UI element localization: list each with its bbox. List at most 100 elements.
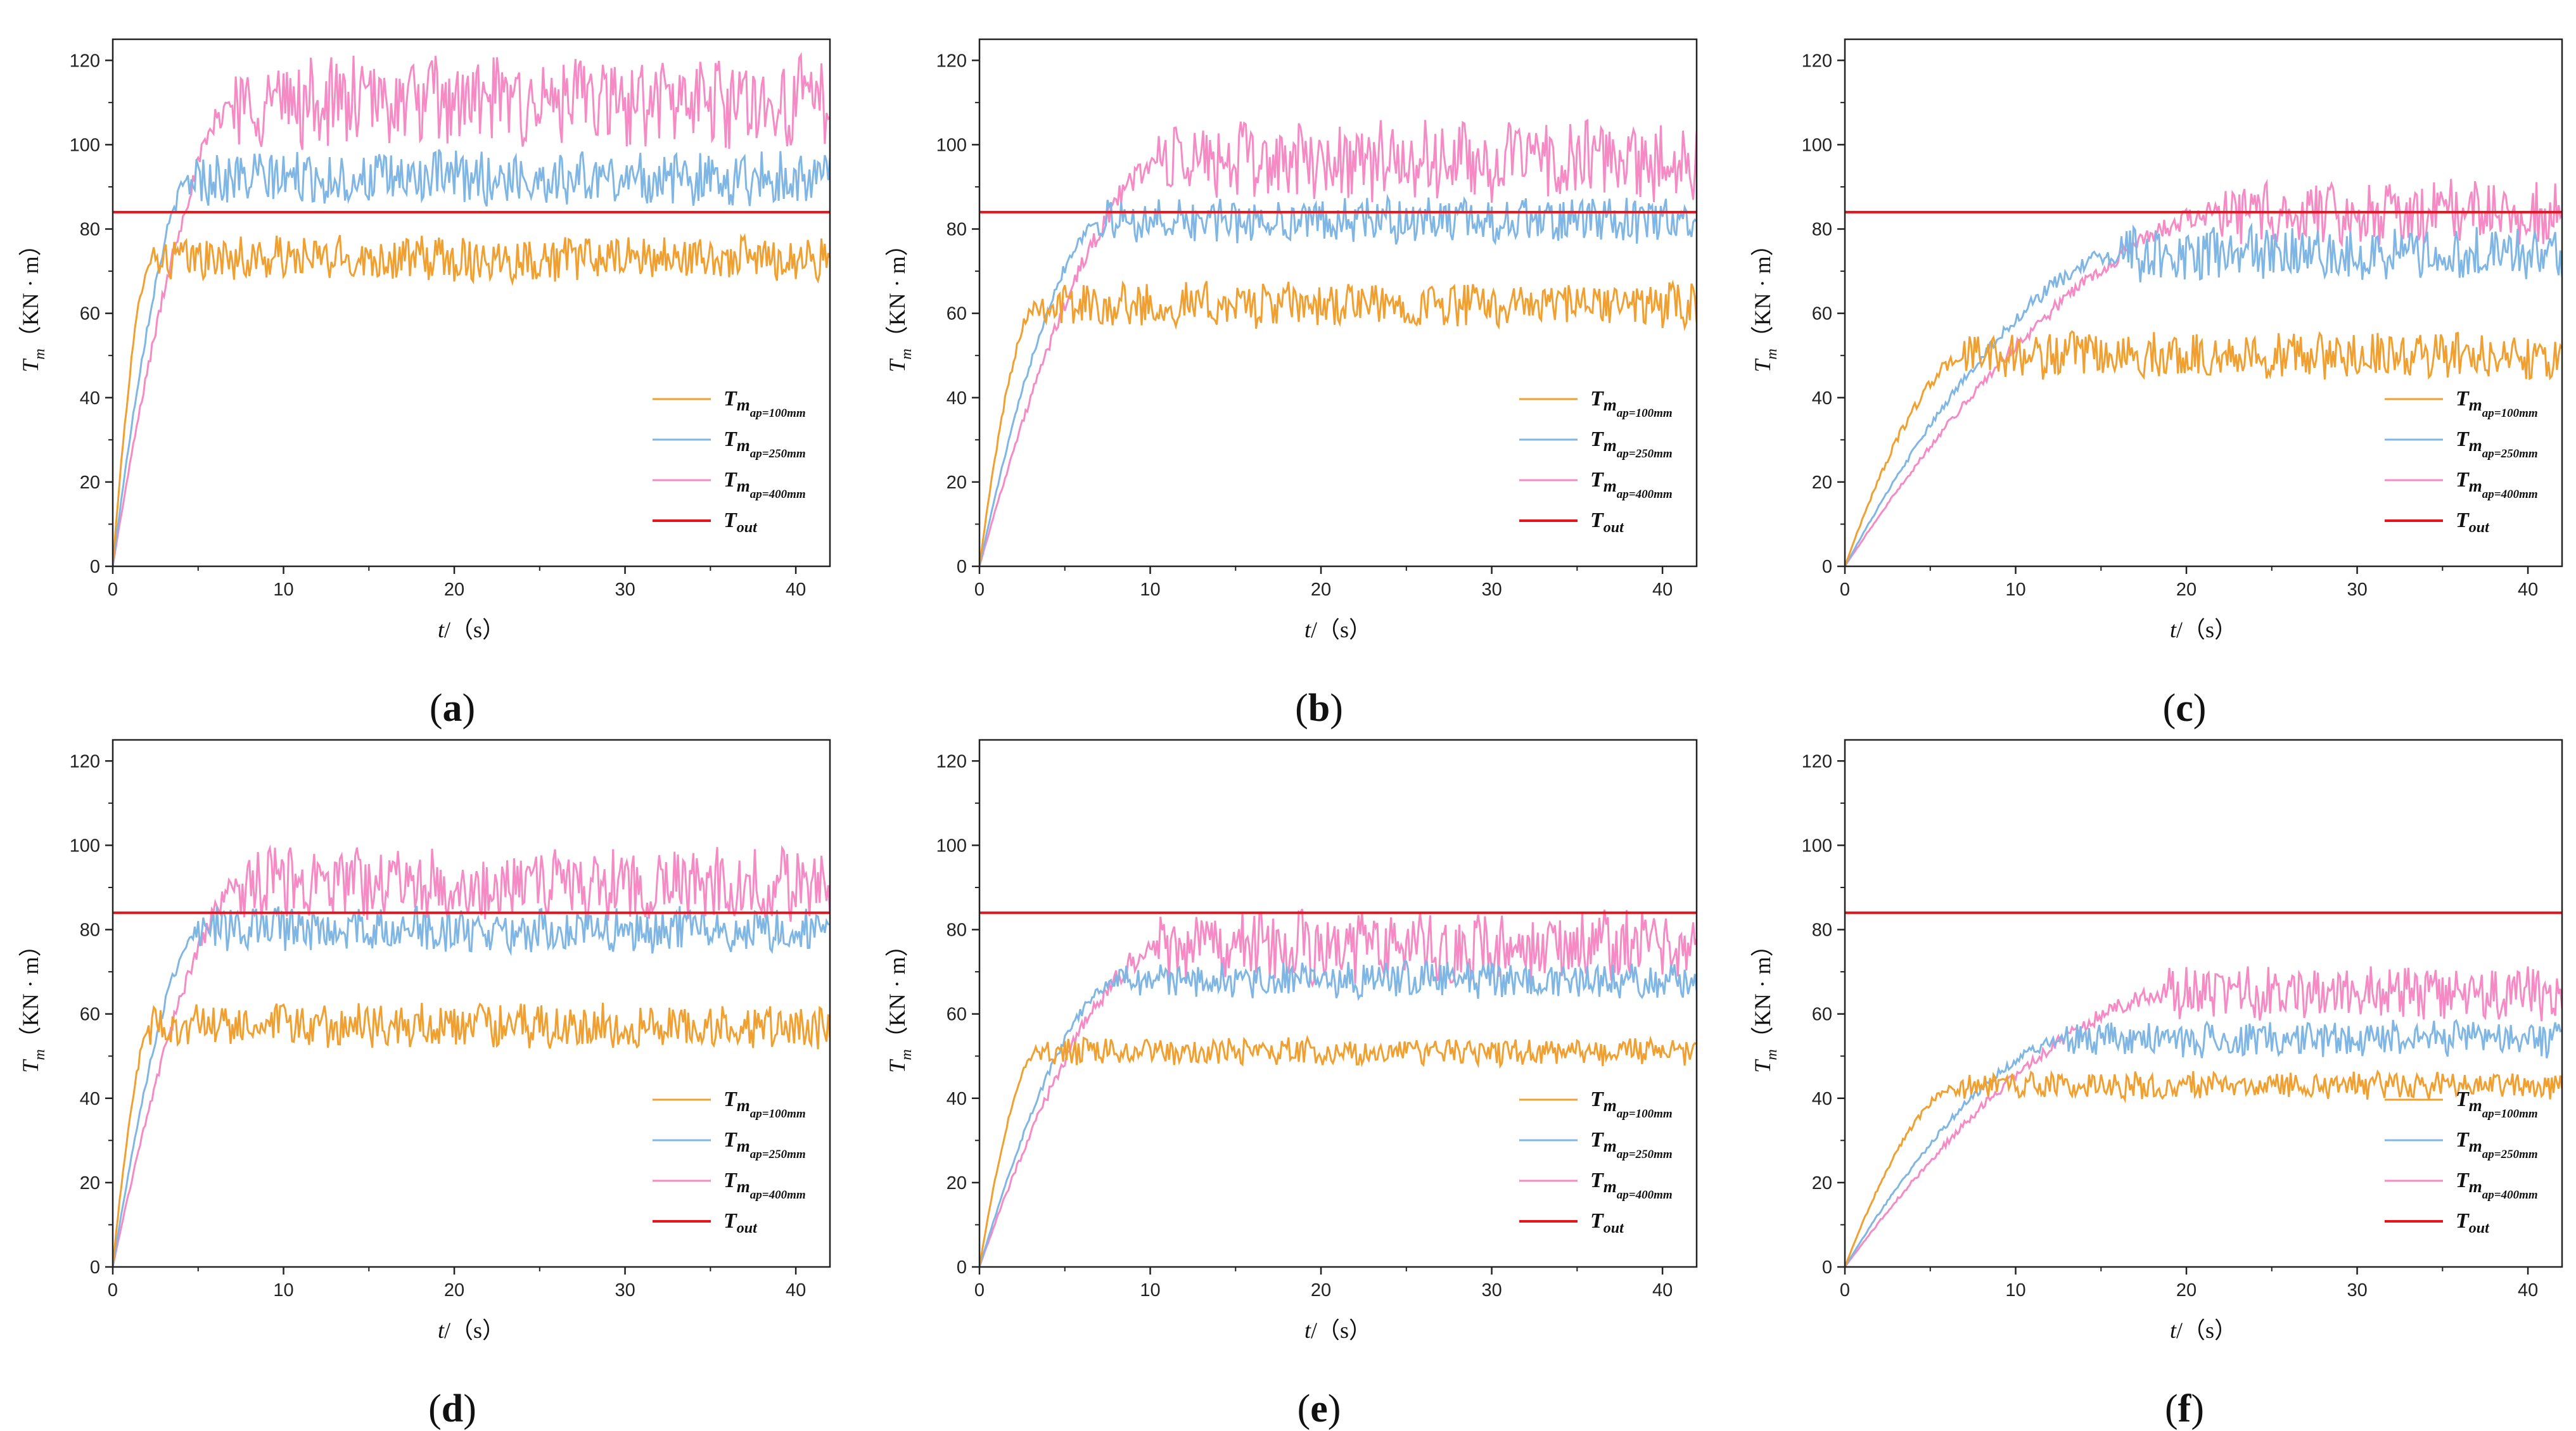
legend-label: Tmap=250mm — [2456, 1128, 2538, 1161]
legend-label: Tout — [1590, 509, 1624, 536]
legend-label: Tout — [2456, 1209, 2490, 1237]
y-tick-label: 40 — [80, 388, 100, 409]
y-tick-label: 20 — [947, 473, 967, 493]
y-axis-title-units: （KN · m） — [18, 934, 43, 1049]
series-line-ap250 — [113, 905, 830, 1267]
y-tick-label: 0 — [1822, 1257, 1832, 1278]
legend-label: Tmap=400mm — [724, 468, 806, 501]
y-tick-label: 100 — [70, 135, 100, 155]
y-tick-label: 0 — [90, 557, 100, 577]
legend-label-sub1: out — [1604, 519, 1624, 536]
legend-label-sub2: ap=100mm — [1617, 1107, 1673, 1121]
plot-frame — [112, 38, 831, 568]
x-tick-label: 10 — [2005, 1280, 2025, 1301]
y-tick-label: 60 — [1812, 304, 1832, 324]
legend-label: Tmap=250mm — [1590, 428, 1673, 461]
x-axis-title: t/（s） — [2170, 1318, 2237, 1343]
y-axis-title-units: （KN · m） — [884, 233, 910, 348]
y-tick-label: 80 — [80, 220, 100, 240]
y-axis-title-var: T — [884, 1059, 910, 1073]
x-tick-label: 20 — [2176, 580, 2197, 600]
y-tick-label: 80 — [947, 920, 967, 941]
legend-label-sub2: ap=100mm — [750, 1107, 806, 1121]
x-axis-title-var: t — [1304, 1318, 1311, 1343]
y-axis-title-var: T — [1750, 358, 1775, 372]
y-axis-title: Tm（KN · m） — [1750, 934, 1780, 1072]
x-tick-label: 40 — [786, 1280, 806, 1301]
y-tick-label: 60 — [1812, 1005, 1832, 1025]
panel-label-open: ( — [428, 1387, 442, 1430]
legend-label: Tmap=400mm — [2456, 468, 2538, 501]
legend-label-sub2: ap=250mm — [2482, 1148, 2538, 1161]
legend-label-sub1: m — [2469, 1177, 2482, 1196]
legend-label-sub1: m — [1604, 1136, 1617, 1155]
legend-label-sub2: ap=100mm — [1617, 407, 1673, 420]
legend-label: Tmap=100mm — [2456, 1088, 2538, 1121]
y-axis-title: Tm（KN · m） — [18, 934, 48, 1072]
y-axis-title-var: T — [884, 358, 910, 372]
y-tick-label: 20 — [1812, 1173, 1832, 1193]
y-tick-label: 20 — [1812, 473, 1832, 493]
legend-label-sub2: ap=100mm — [2482, 1107, 2538, 1121]
legend-label: Tmap=400mm — [1590, 468, 1673, 501]
y-tick-label: 100 — [1802, 135, 1832, 155]
series-line-ap400 — [1845, 966, 2562, 1267]
y-axis-title-units: （KN · m） — [1750, 934, 1775, 1049]
x-tick-label: 20 — [2176, 1280, 2197, 1301]
plot-area — [979, 908, 1697, 1267]
x-axis-title-units: /（s） — [2176, 617, 2237, 642]
legend-label-sub2: ap=250mm — [2482, 447, 2538, 461]
legend-label-sub1: m — [2469, 476, 2482, 495]
legend-label-main: T — [1590, 1209, 1604, 1233]
legend-label-sub1: m — [2469, 1136, 2482, 1155]
x-tick-label: 0 — [1840, 1280, 1850, 1301]
panel-label: (f) — [2165, 1387, 2204, 1430]
y-tick-label: 80 — [1812, 220, 1832, 240]
x-axis-title-var: t — [438, 1318, 445, 1343]
plot-frame — [1844, 739, 2563, 1268]
series-line-ap400 — [1845, 179, 2562, 566]
x-axis-title-units: /（s） — [444, 617, 505, 642]
legend-label-main: T — [724, 1088, 737, 1111]
legend-label-main: T — [724, 509, 737, 532]
legend-label-main: T — [724, 1209, 737, 1233]
x-axis-title-units: /（s） — [1311, 1318, 1372, 1343]
y-tick-label: 0 — [957, 557, 967, 577]
x-axis-title: t/（s） — [1304, 1318, 1372, 1343]
panel-label-letter: e — [1310, 1387, 1328, 1430]
x-tick-label: 40 — [786, 580, 806, 600]
panel-label-close: ) — [2191, 1387, 2204, 1430]
legend-label-main: T — [2456, 1128, 2470, 1152]
legend-label-main: T — [2456, 428, 2470, 451]
plot-frame — [978, 739, 1698, 1268]
legend-label-main: T — [2456, 1088, 2470, 1111]
legend-label-sub2: ap=250mm — [1617, 1148, 1673, 1161]
legend-label-sub1: m — [2469, 395, 2482, 414]
panel-label-letter: f — [2178, 1387, 2192, 1430]
x-axis-title-var: t — [1304, 617, 1311, 642]
x-axis-title-units: /（s） — [2176, 1318, 2237, 1343]
series-line-ap400 — [113, 51, 830, 566]
y-tick-label: 40 — [1812, 388, 1832, 409]
legend-label-main: T — [1590, 428, 1604, 451]
legend-label-sub1: m — [737, 476, 750, 495]
y-axis-title-units: （KN · m） — [18, 233, 43, 348]
legend-label-main: T — [724, 468, 737, 492]
y-tick-label: 60 — [947, 304, 967, 324]
legend-label-main: T — [2456, 387, 2470, 410]
legend-label-main: T — [2456, 509, 2470, 532]
y-axis-title-units: （KN · m） — [1750, 233, 1775, 348]
legend-label-main: T — [1590, 1169, 1604, 1192]
panel-label-open: ( — [2163, 687, 2176, 730]
y-axis-title: Tm（KN · m） — [1750, 233, 1780, 372]
y-tick-label: 20 — [80, 1173, 100, 1193]
legend-label-sub1: m — [1604, 1177, 1617, 1196]
panel-label-close: ) — [463, 1387, 476, 1430]
